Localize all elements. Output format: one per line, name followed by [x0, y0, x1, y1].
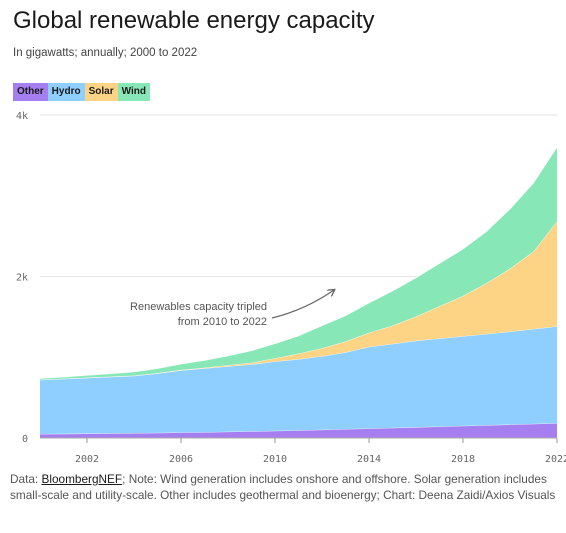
- area-chart: 0 2k 4k 2002 2006 2010 2014 2018 2022 Renewables…: [16, 111, 566, 465]
- y-tick-label: 4k: [16, 111, 28, 122]
- source-link[interactable]: BloombergNEF: [41, 472, 123, 486]
- area-wind: [40, 147, 557, 380]
- annotation-arrow: [271, 290, 334, 319]
- axes: 0 2k 4k 2002 2006 2010 2014 2018 2022: [16, 111, 566, 465]
- x-tick-label: 2006: [169, 454, 193, 465]
- source-note: Data: BloombergNEF; Note: Wind generatio…: [10, 471, 558, 503]
- area-edge-wind: [39, 146, 558, 379]
- annotation-line-1: Renewables capacity tripled: [130, 301, 267, 313]
- x-tick-label: 2010: [263, 454, 287, 465]
- legend-item-wind: Wind: [117, 83, 150, 101]
- area-series: [39, 146, 558, 438]
- legend-item-other: Other: [13, 83, 48, 101]
- chart-title: Global renewable energy capacity: [13, 7, 375, 34]
- area-hydro: [40, 326, 557, 434]
- x-tick-label: 2014: [357, 454, 381, 465]
- y-tick-label: 2k: [16, 273, 28, 284]
- source-rest: ; Note: Wind generation includes onshore…: [10, 472, 556, 502]
- x-tick-label: 2002: [75, 454, 99, 465]
- source-prefix: Data:: [10, 472, 42, 486]
- area-solar: [40, 221, 557, 380]
- x-tick-label: 2018: [451, 454, 475, 465]
- annotation-line-2: from 2010 to 2022: [178, 316, 267, 328]
- legend-item-hydro: Hydro: [47, 83, 85, 101]
- chart-subtitle: In gigawatts; annually; 2000 to 2022: [13, 47, 198, 59]
- legend: Other Hydro Solar Wind: [13, 83, 150, 101]
- x-tick-label: 2022: [545, 454, 566, 465]
- annotation: Renewables capacity tripled from 2010 to…: [130, 290, 334, 328]
- y-tick-label: 0: [22, 434, 28, 445]
- legend-item-solar: Solar: [84, 83, 118, 101]
